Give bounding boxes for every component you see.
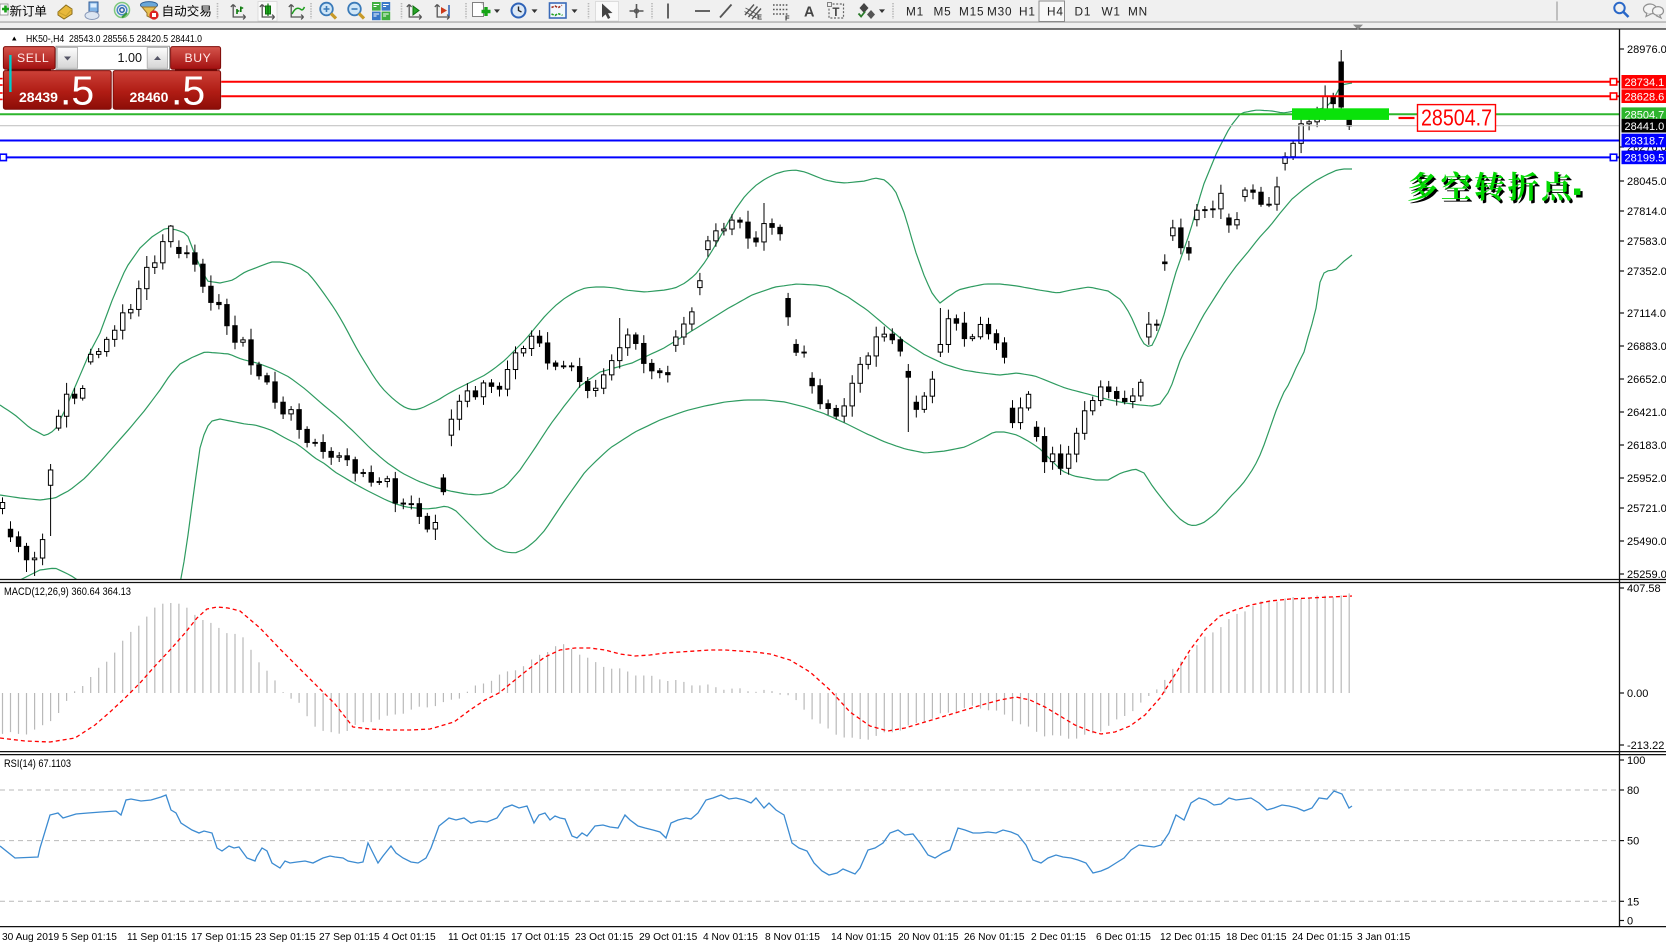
svg-text:25259.0: 25259.0: [1627, 569, 1666, 581]
svg-text:F: F: [785, 14, 790, 23]
svg-text:17 Sep 01:15: 17 Sep 01:15: [191, 932, 252, 943]
svg-text:.5: .5: [60, 68, 94, 114]
svg-text:5 Sep 01:15: 5 Sep 01:15: [62, 932, 117, 943]
svg-text:MN: MN: [1128, 4, 1148, 18]
svg-text:29 Oct 01:15: 29 Oct 01:15: [639, 932, 698, 943]
svg-text:28734.1: 28734.1: [1625, 77, 1665, 89]
svg-text:26421.0: 26421.0: [1627, 407, 1666, 419]
svg-text:28460: 28460: [130, 89, 169, 105]
svg-text:12 Dec 01:15: 12 Dec 01:15: [1160, 932, 1221, 943]
svg-text:M30: M30: [987, 4, 1012, 18]
svg-text:M5: M5: [934, 4, 952, 18]
svg-text:T: T: [832, 7, 839, 19]
svg-text:A: A: [804, 5, 815, 21]
svg-text:25490.0: 25490.0: [1627, 536, 1666, 548]
svg-text:27583.0: 27583.0: [1627, 236, 1666, 248]
svg-text:M1: M1: [906, 4, 924, 18]
svg-text:28441.0: 28441.0: [1625, 121, 1665, 133]
svg-text:28504.7: 28504.7: [1421, 105, 1492, 131]
svg-text:4 Nov 01:15: 4 Nov 01:15: [703, 932, 758, 943]
svg-text:1.00: 1.00: [117, 51, 142, 65]
svg-text:100: 100: [1627, 755, 1645, 767]
svg-text:0: 0: [1627, 916, 1633, 928]
svg-text:23 Sep 01:15: 23 Sep 01:15: [255, 932, 316, 943]
svg-text:D1: D1: [1075, 4, 1092, 18]
svg-text:28976.0: 28976.0: [1627, 44, 1666, 56]
svg-text:28439: 28439: [19, 89, 58, 105]
svg-text:H4: H4: [1047, 4, 1064, 18]
svg-text:26883.0: 26883.0: [1627, 341, 1666, 353]
svg-text:80: 80: [1627, 785, 1639, 797]
svg-text:25952.0: 25952.0: [1627, 473, 1666, 485]
svg-text:28318.7: 28318.7: [1625, 136, 1665, 148]
svg-text:26 Nov 01:15: 26 Nov 01:15: [964, 932, 1025, 943]
svg-text:28628.6: 28628.6: [1625, 91, 1665, 103]
svg-text:17 Oct 01:15: 17 Oct 01:15: [511, 932, 570, 943]
svg-text:MACD(12,26,9) 360.64 364.13: MACD(12,26,9) 360.64 364.13: [4, 586, 131, 598]
svg-text:E: E: [757, 13, 762, 22]
svg-text:BUY: BUY: [185, 51, 212, 65]
svg-text:30 Aug 2019: 30 Aug 2019: [2, 932, 60, 943]
svg-text:27 Sep 01:15: 27 Sep 01:15: [319, 932, 380, 943]
svg-text:27814.0: 27814.0: [1627, 206, 1666, 218]
svg-text:14 Nov 01:15: 14 Nov 01:15: [831, 932, 892, 943]
svg-text:18 Dec 01:15: 18 Dec 01:15: [1226, 932, 1287, 943]
svg-text:HK50-,H4 28543.0 28556.5 2842: HK50-,H4 28543.0 28556.5 28420.5 28441.0: [26, 34, 202, 45]
svg-text:6 Dec 01:15: 6 Dec 01:15: [1096, 932, 1151, 943]
svg-text:-213.22: -213.22: [1627, 740, 1664, 752]
svg-text:15: 15: [1627, 896, 1639, 908]
svg-text:.5: .5: [171, 68, 205, 114]
svg-text:26183.0: 26183.0: [1627, 440, 1666, 452]
svg-text:50: 50: [1627, 836, 1639, 848]
svg-text:23 Oct 01:15: 23 Oct 01:15: [575, 932, 634, 943]
svg-text:25721.0: 25721.0: [1627, 503, 1666, 515]
svg-text:28045.0: 28045.0: [1627, 176, 1666, 188]
svg-text:407.58: 407.58: [1627, 583, 1661, 595]
svg-text:27114.0: 27114.0: [1627, 308, 1666, 320]
svg-text:26652.0: 26652.0: [1627, 374, 1666, 386]
svg-text:24 Dec 01:15: 24 Dec 01:15: [1292, 932, 1353, 943]
svg-text:W1: W1: [1102, 4, 1121, 18]
svg-text:11 Oct 01:15: 11 Oct 01:15: [448, 932, 506, 943]
svg-text:RSI(14) 67.1103: RSI(14) 67.1103: [4, 758, 71, 770]
svg-text:8 Nov 01:15: 8 Nov 01:15: [765, 932, 820, 943]
svg-text:11 Sep 01:15: 11 Sep 01:15: [127, 932, 187, 943]
svg-text:20 Nov 01:15: 20 Nov 01:15: [898, 932, 959, 943]
svg-text:0.00: 0.00: [1627, 688, 1648, 700]
svg-text:4 Oct 01:15: 4 Oct 01:15: [383, 932, 436, 943]
svg-text:3 Jan 01:15: 3 Jan 01:15: [1357, 932, 1411, 943]
svg-text:28199.5: 28199.5: [1625, 153, 1665, 165]
svg-text:28504.7: 28504.7: [1625, 109, 1665, 121]
svg-text:M15: M15: [959, 4, 984, 18]
svg-text:SELL: SELL: [17, 51, 49, 65]
svg-text:2 Dec 01:15: 2 Dec 01:15: [1031, 932, 1086, 943]
svg-text:H1: H1: [1019, 4, 1036, 18]
svg-text:27352.0: 27352.0: [1627, 266, 1666, 278]
